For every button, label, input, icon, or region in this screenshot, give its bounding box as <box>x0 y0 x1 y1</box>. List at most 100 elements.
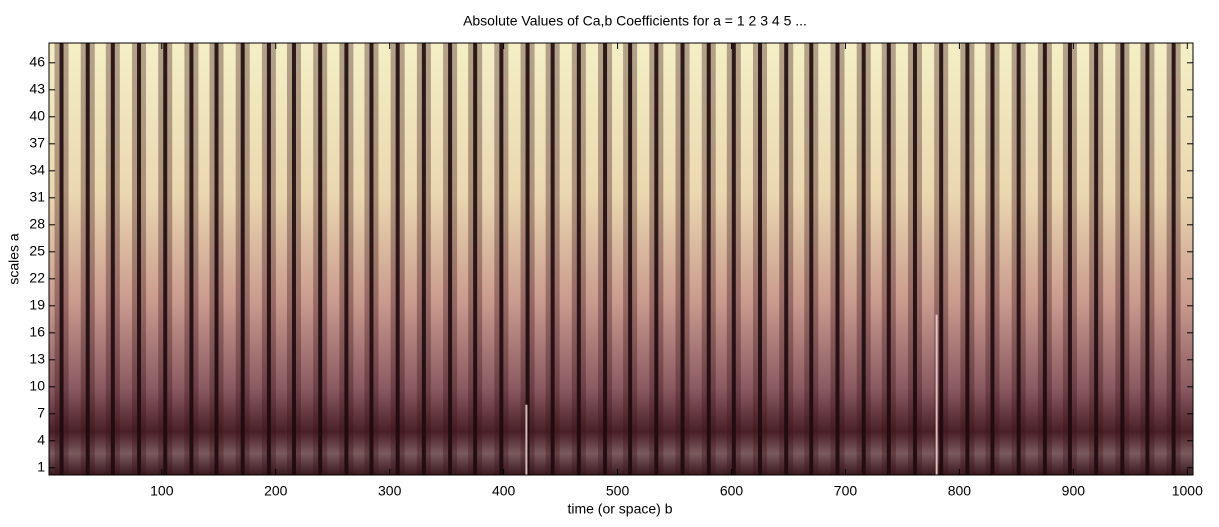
chart-title: Absolute Values of Ca,b Coefficients for… <box>463 13 807 29</box>
stripe-core <box>1016 43 1021 475</box>
stripe-core <box>369 43 374 475</box>
dark-stripe <box>1166 43 1181 475</box>
stripe-core <box>499 43 504 475</box>
dark-stripe <box>390 43 405 475</box>
dark-stripe <box>726 43 741 475</box>
y-tick-label: 37 <box>29 135 45 151</box>
dark-stripe <box>1011 43 1026 475</box>
stripe-core <box>1094 43 1099 475</box>
x-tick-label: 100 <box>150 483 174 499</box>
y-tick-label: 4 <box>37 432 45 448</box>
x-tick-label: 600 <box>720 483 744 499</box>
stripe-core <box>448 43 453 475</box>
stripe-core <box>550 43 555 475</box>
stripe-core <box>680 43 685 475</box>
stripe-core <box>965 43 970 475</box>
stripe-core <box>1067 43 1072 475</box>
dark-stripe <box>1062 43 1077 475</box>
stripe-core <box>706 43 711 475</box>
dark-stripe <box>1115 43 1130 475</box>
stripe-core <box>85 43 90 475</box>
heatmap-background <box>49 43 1193 475</box>
stripe-core <box>758 43 763 475</box>
dark-stripe <box>545 43 560 475</box>
stripe-core <box>835 43 840 475</box>
stripe-core <box>344 43 349 475</box>
dark-stripe <box>132 43 147 475</box>
dark-stripe <box>313 43 328 475</box>
dark-stripe <box>830 43 845 475</box>
stripe-core <box>809 43 814 475</box>
y-tick-label: 34 <box>29 162 45 178</box>
y-tick-label: 31 <box>29 189 45 205</box>
stripe-core <box>110 43 115 475</box>
stripe-core <box>473 43 478 475</box>
dark-stripe <box>339 43 354 475</box>
y-tick-label: 22 <box>29 270 45 286</box>
plot-frame <box>48 42 1194 476</box>
dark-stripe <box>960 43 975 475</box>
y-axis-label: scales a <box>6 233 22 285</box>
y-tick-label: 13 <box>29 351 45 367</box>
y-tick-label: 7 <box>37 405 45 421</box>
y-tick-label: 1 <box>37 459 45 475</box>
stripe-core <box>654 43 659 475</box>
y-tick-label: 19 <box>29 297 45 313</box>
x-tick-label: 200 <box>264 483 288 499</box>
x-tick-label: 500 <box>606 483 630 499</box>
x-tick-label: 300 <box>378 483 402 499</box>
stripe-core <box>731 43 736 475</box>
dark-stripe <box>494 43 509 475</box>
dark-stripe <box>54 43 69 475</box>
stripe-core <box>1145 43 1150 475</box>
dark-stripe <box>753 43 768 475</box>
dark-stripe <box>286 43 301 475</box>
stripe-core <box>318 43 323 475</box>
dark-stripe <box>1089 43 1104 475</box>
stripe-core <box>189 43 194 475</box>
stripe-core <box>240 43 245 475</box>
x-tick-label: 400 <box>492 483 516 499</box>
dark-stripe <box>804 43 819 475</box>
stripe-core <box>1120 43 1125 475</box>
dark-stripe <box>856 43 871 475</box>
dark-stripe <box>158 43 173 475</box>
dark-stripe <box>934 43 949 475</box>
stripe-core <box>628 43 633 475</box>
x-tick-label: 700 <box>834 483 858 499</box>
y-tick-label: 43 <box>29 81 45 97</box>
stripe-core <box>576 43 581 475</box>
dark-stripe <box>649 43 664 475</box>
dark-stripe <box>209 43 224 475</box>
dark-stripe <box>235 43 250 475</box>
dark-stripe <box>1140 43 1155 475</box>
y-tick-label: 10 <box>29 378 45 394</box>
dark-stripe <box>261 43 276 475</box>
stripe-core <box>784 43 789 475</box>
stripe-core <box>912 43 917 475</box>
stripe-core <box>163 43 168 475</box>
dark-stripe <box>1037 43 1052 475</box>
stripe-core <box>886 43 891 475</box>
x-tick-label: 800 <box>948 483 972 499</box>
stripe-core <box>525 43 530 475</box>
y-tick-label: 16 <box>29 324 45 340</box>
dark-stripe <box>184 43 199 475</box>
dark-stripe <box>779 43 794 475</box>
dark-stripe <box>881 43 896 475</box>
dark-stripe <box>598 43 613 475</box>
dark-stripe <box>80 43 95 475</box>
dark-stripe <box>623 43 638 475</box>
stripe-core <box>861 43 866 475</box>
y-tick-label: 25 <box>29 243 45 259</box>
dark-stripe <box>520 43 535 475</box>
stripe-core <box>214 43 219 475</box>
dark-stripe <box>416 43 431 475</box>
stripe-core <box>395 43 400 475</box>
dark-stripe <box>571 43 586 475</box>
dark-stripe <box>907 43 922 475</box>
stripe-core <box>603 43 608 475</box>
dark-stripe <box>443 43 458 475</box>
dark-stripe <box>364 43 379 475</box>
